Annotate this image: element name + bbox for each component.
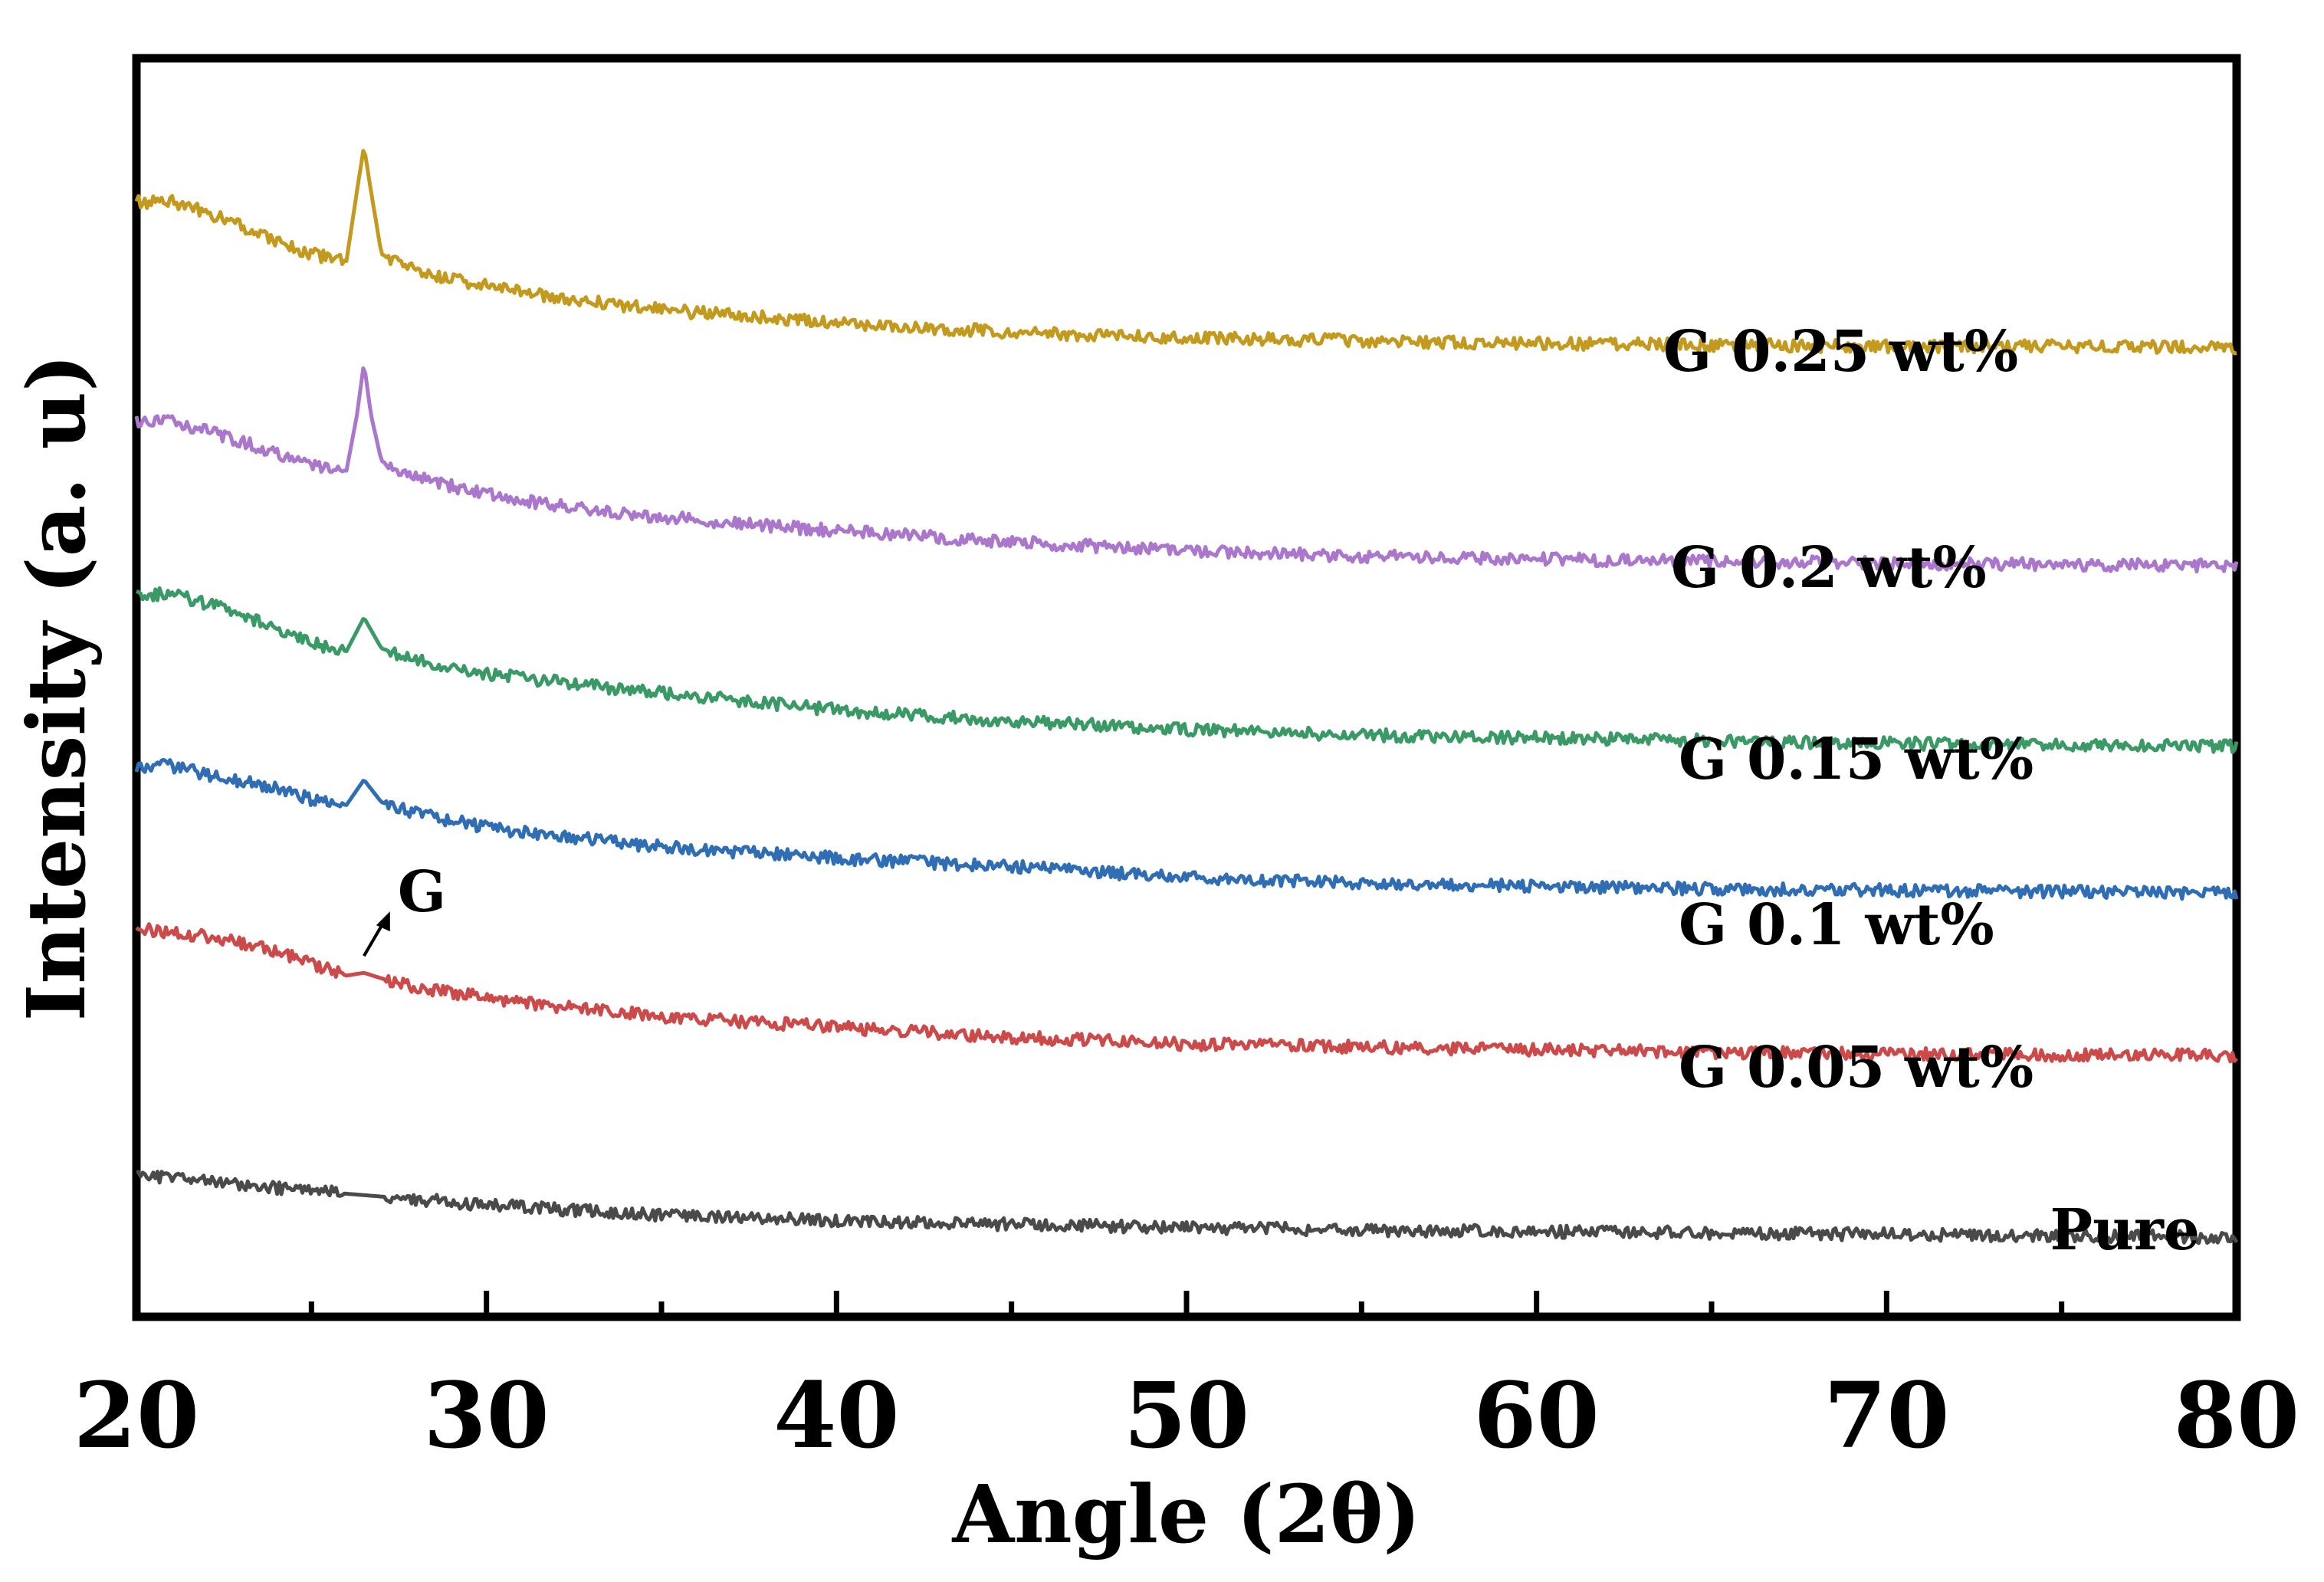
peak-arrow-head [376, 911, 390, 932]
x-tick-label: 50 [1124, 1362, 1249, 1469]
series-line [134, 366, 2239, 574]
series-labels: Pure G 0.05 wt% G 0.1 wt% G 0.15 wt% G 0.2 w… [1663, 319, 2200, 1263]
series-label: G 0.15 wt% [1679, 727, 2034, 793]
series-line [136, 1170, 2239, 1246]
x-tick-label: 60 [1474, 1362, 1600, 1469]
x-tick-label: 30 [424, 1362, 550, 1469]
y-axis-title: Intensity (a. u) [9, 354, 103, 1022]
x-axis: 20 30 40 50 60 70 80 [74, 1291, 2299, 1469]
series-label: Pure [2050, 1197, 2200, 1263]
series-line [134, 149, 2237, 356]
x-tick-label: 70 [1823, 1362, 1949, 1469]
series-layer [134, 149, 2239, 1246]
plot-frame [132, 54, 2241, 1321]
peak-annotation-label: G [398, 859, 446, 925]
x-tick-label: 80 [2174, 1362, 2299, 1469]
series-label: G 0.05 wt% [1679, 1035, 2034, 1101]
series-line [134, 757, 2239, 901]
series-label: G 0.2 wt% [1671, 535, 1987, 601]
x-tick-label: 40 [773, 1362, 899, 1469]
x-tick-label: 20 [74, 1362, 199, 1469]
x-axis-title: Angle (2θ) [951, 1467, 1420, 1561]
series-line [135, 922, 2238, 1064]
peak-annotation: G [363, 859, 446, 957]
series-label: G 0.1 wt% [1679, 892, 1994, 958]
series-label: G 0.25 wt% [1663, 319, 2018, 385]
series-line [136, 586, 2239, 754]
